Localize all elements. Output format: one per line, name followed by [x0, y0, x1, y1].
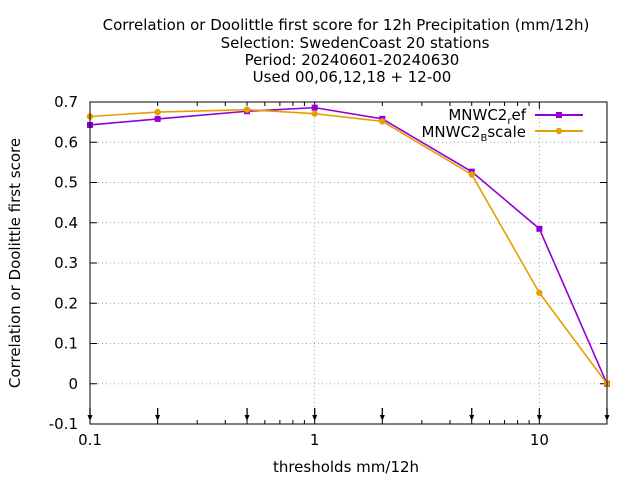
- y-axis-label: Correlation or Doolittle first score: [6, 138, 24, 388]
- plot-frame: [89, 101, 608, 425]
- threshold-arrow-head: [536, 415, 542, 421]
- x-tick-label: 0.1: [78, 431, 102, 449]
- data-point-circle: [154, 108, 161, 116]
- threshold-arrow-head: [155, 415, 161, 421]
- legend: MNWC2ref MNWC2Bscale: [421, 106, 583, 144]
- title-line-1: Correlation or Doolittle first score for…: [103, 16, 590, 34]
- y-tick-label: 0.6: [54, 133, 78, 151]
- grid: [90, 102, 607, 424]
- y-tick-label: -0.1: [49, 415, 78, 433]
- y-tick-label: 0.2: [54, 294, 78, 312]
- series-line-0: [89, 106, 608, 385]
- threshold-arrows: [87, 408, 610, 421]
- title-line-4: Used 00,06,12,18 + 12-00: [253, 68, 452, 86]
- threshold-arrow-head: [469, 415, 475, 421]
- data-point-circle: [311, 110, 318, 117]
- x-tick-label: 1: [310, 431, 320, 449]
- threshold-arrow-head: [379, 415, 385, 421]
- data-point-circle: [468, 171, 475, 178]
- title-line-2: Selection: SwedenCoast 20 stations: [221, 34, 490, 52]
- x-axis-label: thresholds mm/12h: [273, 458, 419, 476]
- y-tick-label: 0.7: [54, 93, 78, 111]
- y-tick-label: 0.3: [54, 254, 78, 272]
- series-line-1: [89, 108, 608, 385]
- chart-title: Correlation or Doolittle first score for…: [103, 16, 590, 86]
- y-tick-label: 0.1: [54, 335, 78, 353]
- data-point-square: [536, 225, 543, 232]
- series: [86, 104, 611, 387]
- y-tick-label: 0: [68, 375, 78, 393]
- threshold-arrow-head: [244, 415, 250, 421]
- axis-ticks: -0.1 0 0.1 0.2 0.3 0.4 0.5 0.6 0.7 0.1 1 10: [49, 93, 607, 449]
- data-point-circle: [536, 289, 543, 296]
- legend-marker-ref: [556, 112, 562, 118]
- data-point-circle: [243, 106, 251, 113]
- y-tick-label: 0.4: [54, 214, 78, 232]
- threshold-arrow-head: [312, 415, 318, 421]
- data-point-square: [311, 104, 318, 111]
- data-point-square: [154, 115, 161, 122]
- legend-label-ref: MNWC2ref: [448, 106, 526, 127]
- legend-label-bscale: MNWC2Bscale: [421, 123, 526, 144]
- data-point-circle: [379, 118, 386, 125]
- y-tick-label: 0.5: [54, 174, 78, 192]
- legend-marker-bscale: [555, 127, 563, 135]
- title-line-3: Period: 20240601-20240630: [245, 51, 460, 69]
- x-tick-label: 10: [530, 431, 549, 449]
